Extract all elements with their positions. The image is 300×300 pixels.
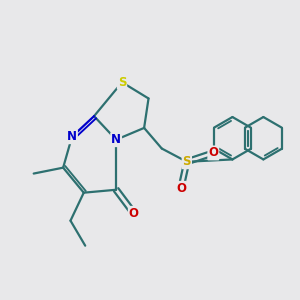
Text: O: O [208, 146, 218, 159]
Text: S: S [118, 76, 126, 89]
Text: S: S [183, 155, 191, 168]
Text: O: O [176, 182, 186, 195]
Text: O: O [129, 207, 139, 220]
Text: N: N [67, 130, 77, 143]
Text: N: N [111, 133, 121, 146]
